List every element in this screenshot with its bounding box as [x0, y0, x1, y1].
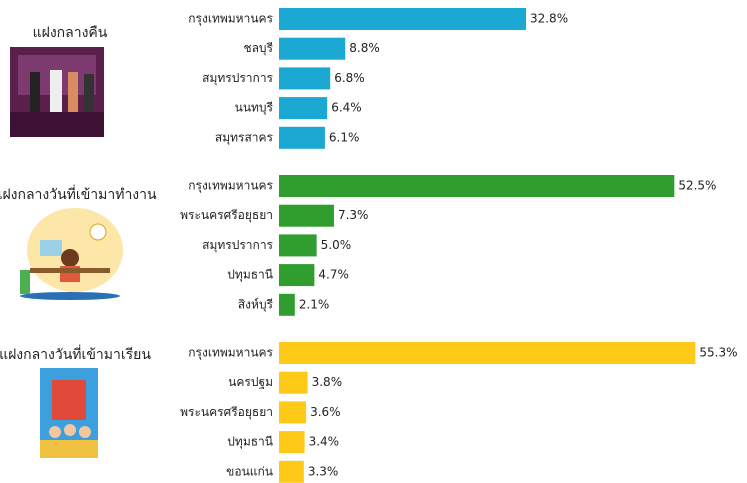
category-label: สมุทรปราการ — [202, 71, 273, 86]
value-label: 3.3% — [308, 464, 339, 478]
group-title: แฝงกลางวันที่เข้ามาเรียน — [0, 345, 151, 363]
night-illustration — [10, 47, 104, 137]
value-label: 32.8% — [530, 12, 568, 26]
category-label: ขอนแก่น — [226, 464, 273, 478]
value-label: 3.4% — [309, 435, 340, 449]
value-label: 6.4% — [331, 101, 362, 115]
value-label: 4.7% — [318, 268, 349, 282]
bar — [279, 8, 526, 30]
bar — [279, 294, 295, 316]
category-label: ปทุมธานี — [227, 435, 273, 450]
bar — [279, 372, 308, 394]
value-label: 55.3% — [699, 346, 737, 360]
value-label: 5.0% — [321, 238, 352, 252]
category-label: ปทุมธานี — [227, 268, 273, 283]
bar — [279, 38, 345, 60]
category-label: พระนครศรีอยุธยา — [180, 208, 273, 223]
category-label: กรุงเทพมหานคร — [188, 179, 273, 194]
work-illustration — [20, 208, 123, 300]
school-illustration — [40, 368, 98, 458]
value-label: 8.8% — [349, 41, 380, 55]
value-label: 6.1% — [329, 130, 360, 144]
category-label: ชลบุรี — [243, 41, 273, 56]
bar — [279, 175, 674, 197]
category-label: กรุงเทพมหานคร — [188, 346, 273, 361]
bar — [279, 234, 317, 256]
group-title: แฝงกลางวันที่เข้ามาทำงาน — [0, 185, 157, 203]
bar — [279, 67, 330, 89]
bar — [279, 431, 305, 453]
category-label: สิงห์บุรี — [238, 297, 274, 312]
value-label: 7.3% — [338, 208, 369, 222]
bar — [279, 127, 325, 149]
category-label: พระนครศรีอยุธยา — [180, 405, 273, 420]
category-label: กรุงเทพมหานคร — [188, 12, 273, 27]
bar — [279, 461, 304, 483]
value-label: 2.1% — [299, 297, 330, 311]
bar — [279, 342, 695, 364]
bar — [279, 97, 327, 119]
chart: แฝงกลางคืนกรุงเทพมหานคร32.8%ชลบุรี8.8%สม… — [0, 0, 747, 483]
value-label: 52.5% — [678, 179, 716, 193]
value-label: 6.8% — [334, 71, 365, 85]
category-label: สมุทรสาคร — [215, 130, 274, 145]
bar — [279, 205, 334, 227]
category-label: สมุทรปราการ — [202, 238, 273, 253]
bar — [279, 264, 314, 286]
group-title: แฝงกลางคืน — [33, 25, 108, 41]
category-label: นครปฐม — [228, 375, 273, 389]
bar — [279, 401, 306, 423]
category-label: นนทบุรี — [235, 101, 274, 116]
value-label: 3.8% — [312, 375, 343, 389]
value-label: 3.6% — [310, 405, 341, 419]
